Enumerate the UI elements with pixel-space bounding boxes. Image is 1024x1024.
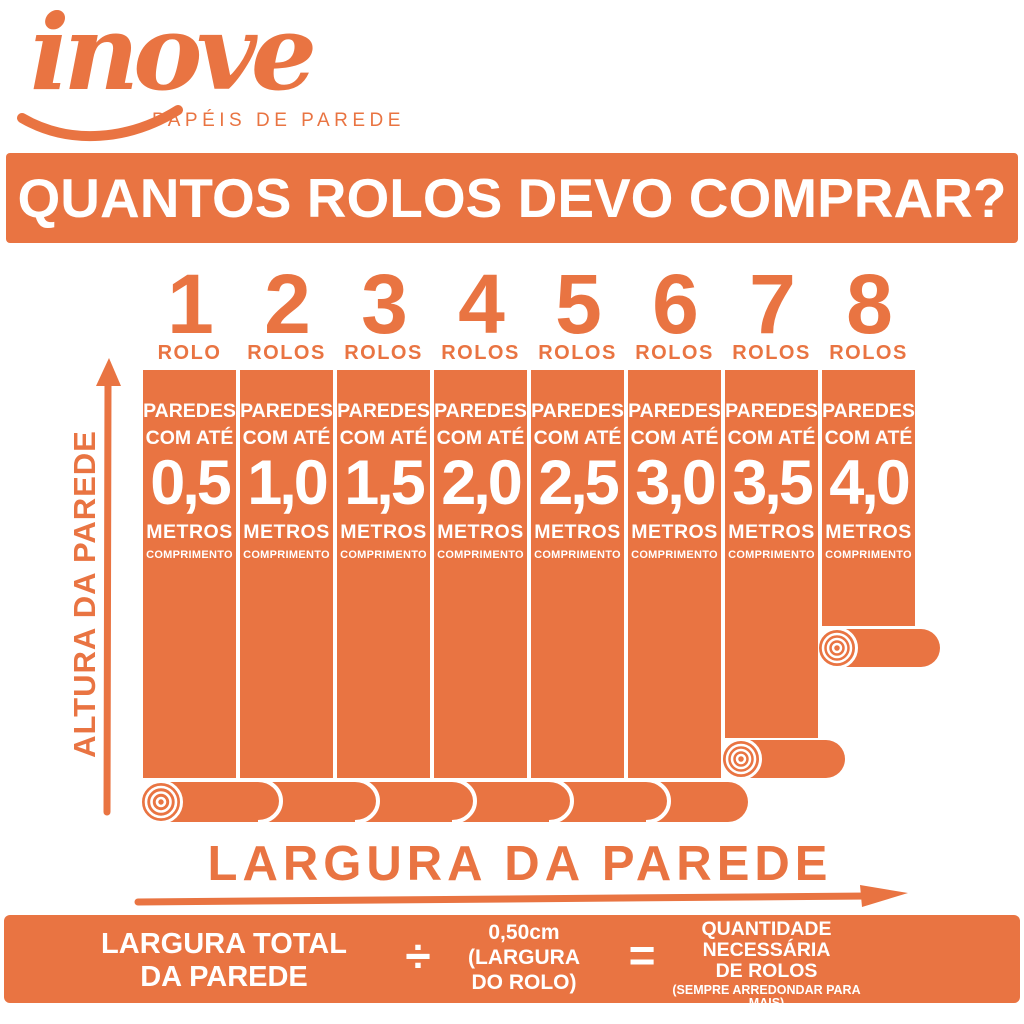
formula-roll-width: 0,50cm (LARGURA DO ROLO) [449,920,599,995]
roll-count: 1 [167,257,214,351]
roll-unit: ROLOS [247,342,326,364]
comprimento-label: COMPRIMENTO [437,549,524,561]
formula-roll-width-line3: DO ROLO) [471,971,577,994]
wall-label-2: COM ATÉ [436,427,525,449]
roll-count: 4 [458,257,505,351]
wallpaper-strip: PAREDES COM ATÉ 1,0 METROS COMPRIMENTO [240,370,333,778]
roll-count: 7 [749,257,796,351]
wall-label-2: COM ATÉ [727,427,816,449]
wall-label-1: PAREDES [531,400,624,422]
title-banner: QUANTOS ROLOS DEVO COMPRAR? [6,153,1018,243]
roll-unit: ROLOS [635,342,714,364]
roll-count: 6 [652,257,699,351]
wallpaper-strip: PAREDES COM ATÉ 2,0 METROS COMPRIMENTO [434,370,527,778]
wall-label-2: COM ATÉ [339,427,428,449]
wallpaper-strip: PAREDES COM ATÉ 3,0 METROS COMPRIMENTO [628,370,721,778]
metros-label: METROS [534,521,621,543]
comprimento-label: COMPRIMENTO [340,549,427,561]
formula-wall-width-line2: DA PAREDE [140,961,308,993]
metros-label: METROS [728,521,815,543]
roll-count: 8 [846,257,893,351]
comprimento-label: COMPRIMENTO [243,549,330,561]
roll-count: 5 [555,257,602,351]
comprimento-label: COMPRIMENTO [146,549,233,561]
wall-width-value: 3,5 [732,448,814,518]
brand-tagline: PAPÉIS DE PAREDE [152,110,405,131]
wall-width-value: 1,0 [247,448,329,518]
wall-width-value: 2,0 [441,448,523,518]
wallpaper-roll-7 [720,738,845,780]
metros-label: METROS [340,521,427,543]
roll-unit: ROLOS [344,342,423,364]
formula-result-note: (SEMPRE ARREDONDAR PARA MAIS) [672,983,861,1010]
wall-label-2: COM ATÉ [533,427,622,449]
wall-label-1: PAREDES [434,400,527,422]
wall-label-1: PAREDES [143,400,236,422]
wall-label-2: COM ATÉ [824,427,913,449]
wall-width-value: 2,5 [538,448,620,518]
wall-label-2: COM ATÉ [242,427,331,449]
formula-result: QUANTIDADE NECESSÁRIA DE ROLOS (SEMPRE A… [659,919,874,1010]
metros-label: METROS [825,521,912,543]
formula-wall-width: LARGURA TOTAL DA PAREDE [59,928,389,994]
metros-label: METROS [146,521,233,543]
page-title: QUANTOS ROLOS DEVO COMPRAR? [17,167,1007,229]
x-axis-label: LARGURA DA PAREDE [207,837,833,891]
roll-unit: ROLO [157,342,222,364]
formula-result-line3: DE ROLOS [715,960,818,982]
wallpaper-strip: PAREDES COM ATÉ 0,5 METROS COMPRIMENTO [143,370,236,778]
wall-label-1: PAREDES [240,400,333,422]
comprimento-label: COMPRIMENTO [728,549,815,561]
roll-unit: ROLOS [538,342,617,364]
formula-result-line1: QUANTIDADE [701,918,832,940]
wallpaper-roll-bottom [139,778,748,824]
comprimento-label: COMPRIMENTO [631,549,718,561]
equals-sign: = [628,929,656,981]
brand-logo: inove [30,0,317,114]
wall-label-1: PAREDES [337,400,430,422]
y-axis-label: ALTURA DA PAREDE [67,430,102,758]
formula-wall-width-line1: LARGURA TOTAL [101,928,347,960]
comprimento-label: COMPRIMENTO [534,549,621,561]
roll-count: 3 [361,257,408,351]
formula-banner: LARGURA TOTAL DA PAREDE ÷ 0,50cm (LARGUR… [4,915,1020,1010]
wall-width-value: 4,0 [829,448,911,518]
metros-label: METROS [631,521,718,543]
roll-unit: ROLOS [829,342,908,364]
metros-label: METROS [437,521,524,543]
wall-label-2: COM ATÉ [630,427,719,449]
wall-label-1: PAREDES [822,400,915,422]
formula-result-line2: NECESSÁRIA [702,939,831,961]
wallpaper-strip: PAREDES COM ATÉ 4,0 METROS COMPRIMENTO [822,370,915,626]
roll-unit: ROLOS [441,342,520,364]
divide-sign: ÷ [405,930,431,982]
wall-label-2: COM ATÉ [145,427,234,449]
wall-width-value: 0,5 [150,448,232,518]
formula-roll-width-line2: (LARGURA [468,946,580,969]
wall-label-1: PAREDES [725,400,818,422]
wall-width-value: 3,0 [635,448,717,518]
roll-count: 2 [264,257,311,351]
formula-roll-width-line1: 0,50cm [488,921,560,944]
wallpaper-strip: PAREDES COM ATÉ 2,5 METROS COMPRIMENTO [531,370,624,778]
wallpaper-strip: PAREDES COM ATÉ 1,5 METROS COMPRIMENTO [337,370,430,778]
wallpaper-strip: PAREDES COM ATÉ 3,5 METROS COMPRIMENTO [725,370,818,738]
metros-label: METROS [243,521,330,543]
wall-width-value: 1,5 [344,448,426,518]
wallpaper-roll-8 [816,627,940,669]
roll-unit: ROLOS [732,342,811,364]
wall-label-1: PAREDES [628,400,721,422]
comprimento-label: COMPRIMENTO [825,549,912,561]
